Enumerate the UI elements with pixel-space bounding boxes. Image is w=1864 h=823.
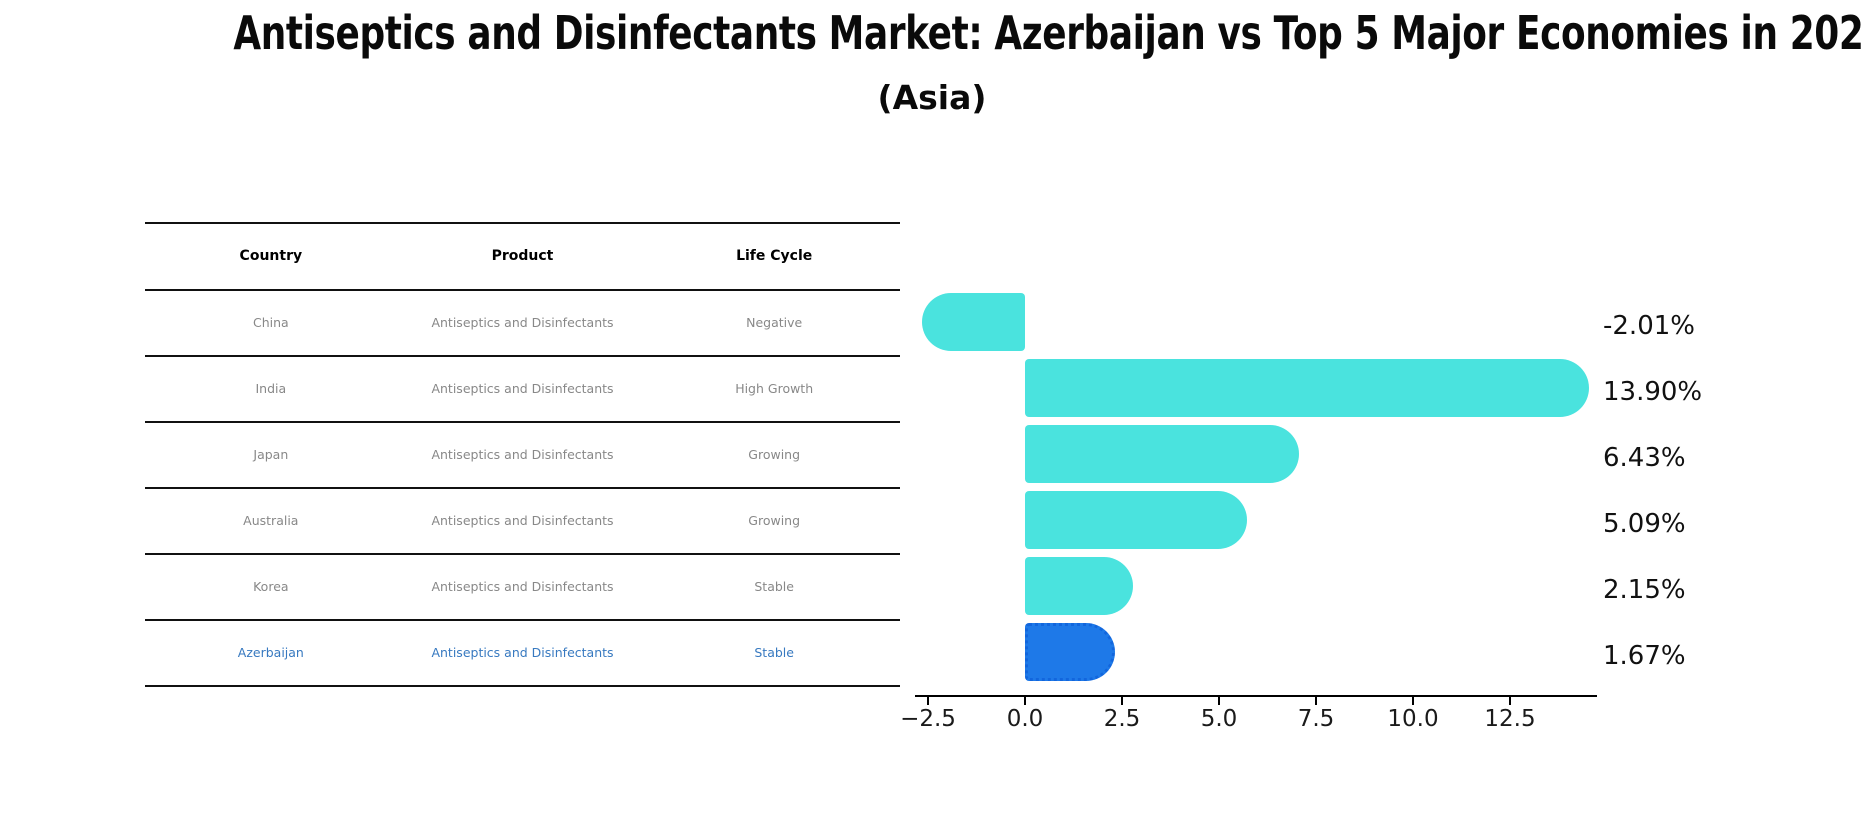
cell-product: Antiseptics and Disinfectants [431, 512, 614, 528]
x-tick-label: −2.5 [900, 706, 956, 732]
value-label: 5.09% [1603, 509, 1686, 539]
x-tick-label: 10.0 [1387, 706, 1439, 732]
cell-product: Antiseptics and Disinfectants [431, 380, 614, 396]
table-header-rule [145, 289, 900, 291]
chart-title-text: Antiseptics and Disinfectants Market: Az… [233, 6, 1864, 60]
table-row-rule [145, 553, 900, 555]
table-top-rule [145, 222, 900, 224]
bar-australia [1025, 491, 1248, 549]
x-axis-line [915, 695, 1597, 697]
x-tick-label: 7.5 [1297, 706, 1335, 732]
value-label: 1.67% [1603, 641, 1686, 671]
cell-product: Antiseptics and Disinfectants [431, 446, 614, 462]
cell-product: Antiseptics and Disinfectants [431, 314, 614, 330]
x-axis-tick [927, 697, 929, 705]
table-header-country: Country [239, 247, 303, 264]
cell-lifecycle: Stable [754, 578, 794, 594]
x-axis-tick [1121, 697, 1123, 705]
x-axis-tick [1509, 697, 1511, 705]
table-bottom-rule [145, 685, 900, 687]
table-row-rule [145, 355, 900, 357]
table-header-row: Country Product Life Cycle [145, 222, 900, 289]
cell-country: India [255, 380, 287, 396]
bar-india [1025, 359, 1590, 417]
table-row: Korea Antiseptics and Disinfectants Stable [145, 553, 900, 619]
x-tick-label: 0.0 [1006, 706, 1044, 732]
bar-china [922, 293, 1025, 351]
table-header-lifecycle: Life Cycle [736, 247, 813, 264]
table-row: Australia Antiseptics and Disinfectants Gr… [145, 487, 900, 553]
x-tick-label: 5.0 [1200, 706, 1238, 732]
value-label: 2.15% [1603, 575, 1686, 605]
chart-subtitle: (Asia) [877, 78, 987, 117]
table-row-rule [145, 421, 900, 423]
table-header-product: Product [491, 247, 554, 264]
x-axis-tick [1412, 697, 1414, 705]
chart-title: Antiseptics and Disinfectants Market: Az… [0, 6, 1864, 60]
cell-lifecycle: Stable [754, 644, 794, 660]
bar-japan [1025, 425, 1300, 483]
x-tick-label: 12.5 [1484, 706, 1536, 732]
x-axis-tick [1218, 697, 1220, 705]
cell-lifecycle: Negative [746, 314, 803, 330]
cell-product: Antiseptics and Disinfectants [431, 578, 614, 594]
cell-lifecycle: Growing [748, 512, 801, 528]
table-row: China Antiseptics and Disinfectants Negati… [145, 289, 900, 355]
table-row: Azerbaijan Antiseptics and Disinfectants S… [145, 619, 900, 685]
x-axis-tick [1315, 697, 1317, 705]
cell-country: China [252, 314, 289, 330]
cell-country: Australia [243, 512, 299, 528]
cell-product: Antiseptics and Disinfectants [431, 644, 614, 660]
table-row-rule [145, 487, 900, 489]
x-tick-label: 2.5 [1103, 706, 1141, 732]
value-label: 13.90% [1603, 377, 1703, 407]
cell-country: Korea [253, 578, 289, 594]
table-row: India Antiseptics and Disinfectants High G… [145, 355, 900, 421]
x-axis-tick [1024, 697, 1026, 705]
cell-lifecycle: Growing [748, 446, 801, 462]
table-row: Japan Antiseptics and Disinfectants Growin… [145, 421, 900, 487]
highlighted-bar-azerbaijan [1025, 623, 1115, 681]
cell-country: Azerbaijan [237, 644, 304, 660]
bar-korea [1025, 557, 1134, 615]
value-label: -2.01% [1603, 311, 1695, 341]
cell-lifecycle: High Growth [735, 380, 814, 396]
cell-country: Japan [253, 446, 289, 462]
table-row-rule [145, 619, 900, 621]
value-label: 6.43% [1603, 443, 1686, 473]
